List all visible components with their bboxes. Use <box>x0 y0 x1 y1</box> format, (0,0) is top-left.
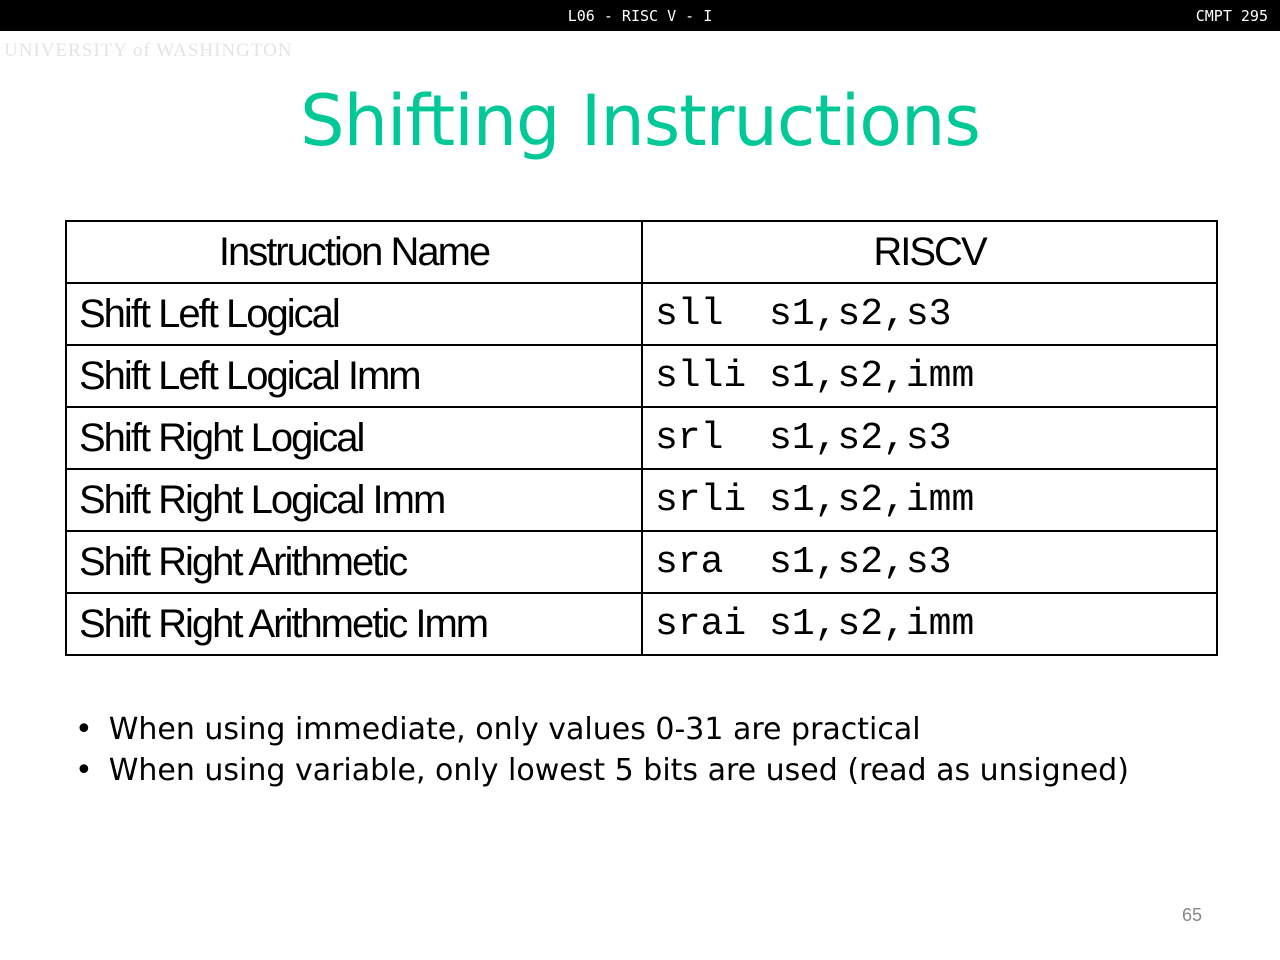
name-cell: Shift Right Arithmetic <box>65 530 643 594</box>
bullet-list: When using immediate, only values 0-31 a… <box>75 712 1129 794</box>
code-cell: srai s1,s2,imm <box>641 592 1218 656</box>
slide-title: Shifting Instructions <box>300 80 981 162</box>
code-cell: srl s1,s2,s3 <box>641 406 1218 470</box>
code-cell: sra s1,s2,s3 <box>641 530 1218 594</box>
lecture-title: L06 - RISC V - I <box>567 7 713 25</box>
page-number: 65 <box>1181 905 1202 925</box>
name-cell: Shift Left Logical Imm <box>65 344 643 408</box>
code-cell: sll s1,s2,s3 <box>641 282 1218 346</box>
bullet-item: When using immediate, only values 0-31 a… <box>75 712 1129 747</box>
course-code: CMPT 295 <box>1195 7 1268 25</box>
bullet-item: When using variable, only lowest 5 bits … <box>75 753 1129 788</box>
name-cell: Shift Right Logical <box>65 406 643 470</box>
table-row: Shift Right Logical Imm srli s1,s2,imm <box>65 468 1218 532</box>
name-cell: Shift Right Arithmetic Imm <box>65 592 643 656</box>
header-cell: Instruction Name <box>65 220 643 284</box>
table-row: Shift Right Arithmetic Imm srai s1,s2,imm <box>65 592 1218 656</box>
university-logo: UNIVERSITY of WASHINGTON <box>4 40 293 61</box>
header-bar: L06 - RISC V - I CMPT 295 <box>0 0 1280 31</box>
code-cell: slli s1,s2,imm <box>641 344 1218 408</box>
table-row: Shift Right Arithmetic sra s1,s2,s3 <box>65 530 1218 594</box>
table-row: Shift Left Logical Imm slli s1,s2,imm <box>65 344 1218 408</box>
name-cell: Shift Right Logical Imm <box>65 468 643 532</box>
instruction-table: Instruction Name RISCV Shift Left Logical… <box>65 220 1218 656</box>
header-cell: RISCV <box>641 220 1218 284</box>
table-row: Shift Left Logical sll s1,s2,s3 <box>65 282 1218 346</box>
name-cell: Shift Left Logical <box>65 282 643 346</box>
table-row: Shift Right Logical srl s1,s2,s3 <box>65 406 1218 470</box>
code-cell: srli s1,s2,imm <box>641 468 1218 532</box>
